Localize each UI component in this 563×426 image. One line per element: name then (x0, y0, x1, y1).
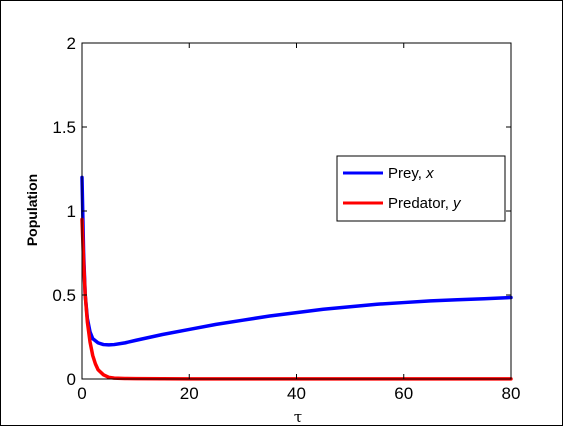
x-tick-label: 80 (502, 384, 521, 403)
ticks-layer: 0 20 40 60 80 0 0.5 1 1.5 2 (52, 34, 520, 403)
y-tick-label: 0.5 (52, 286, 76, 305)
y-axis-label: Population (24, 174, 40, 246)
legend: Prey, x Predator, y (336, 155, 506, 222)
x-tick-label: 40 (287, 384, 306, 403)
y-tick-label: 0 (67, 370, 76, 389)
legend-label-prey: Prey, x (388, 165, 434, 182)
legend-label-predator: Predator, y (388, 195, 462, 212)
y-tick-label: 1 (67, 202, 76, 221)
x-tick-label: 60 (394, 384, 413, 403)
y-tick-label: 2 (67, 34, 76, 53)
x-tick-label: 20 (180, 384, 199, 403)
x-tick-label: 0 (77, 384, 86, 403)
legend-box (336, 155, 506, 222)
y-tick-label: 1.5 (52, 118, 76, 137)
x-axis-label: τ (294, 408, 302, 426)
